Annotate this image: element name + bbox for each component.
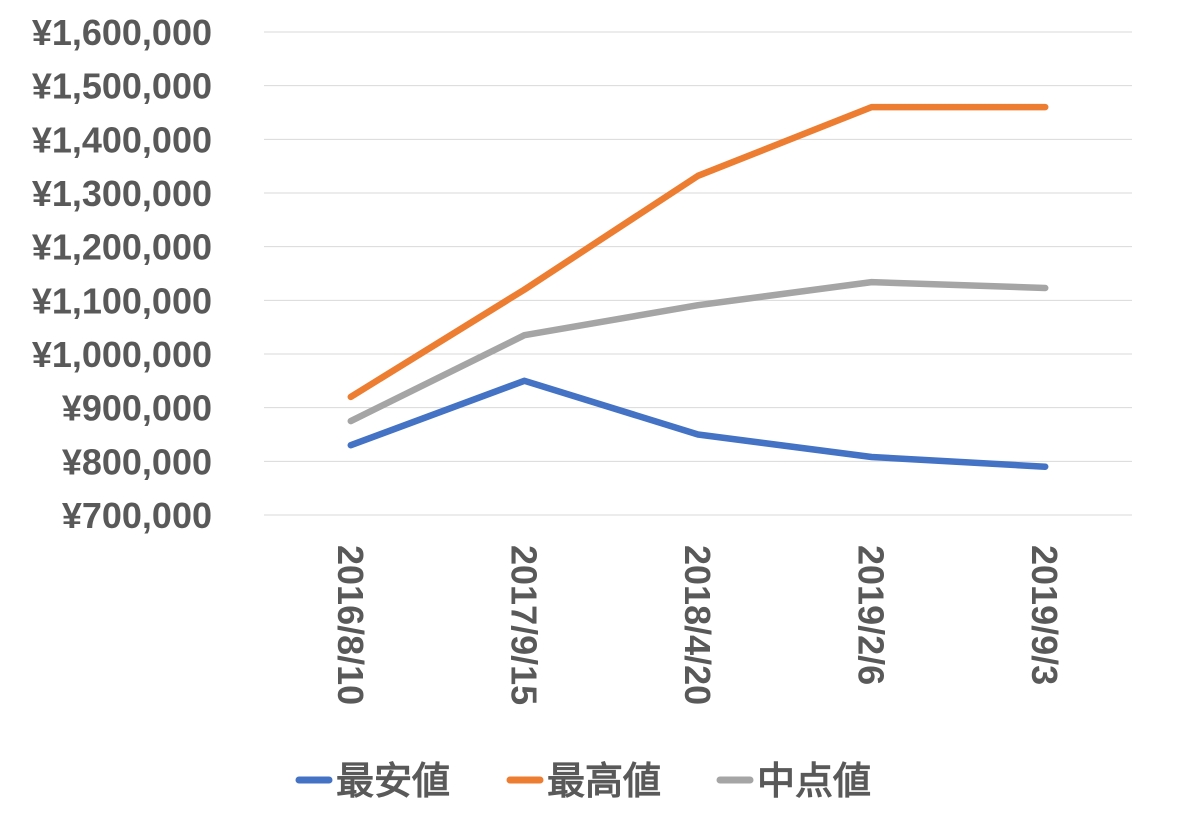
x-tick-label: 2016/8/10 bbox=[330, 545, 371, 705]
y-tick-label: ¥1,200,000 bbox=[32, 227, 212, 268]
series-line-2 bbox=[347, 103, 1049, 401]
y-tick-label: ¥900,000 bbox=[62, 388, 212, 429]
y-tick-label: ¥1,600,000 bbox=[32, 12, 212, 53]
y-tick-label: ¥1,100,000 bbox=[32, 280, 212, 321]
series-line-1 bbox=[347, 377, 1049, 470]
y-axis-tick-labels: ¥700,000 ¥800,000 ¥900,000 ¥1,000,000 ¥1,100… bbox=[32, 12, 212, 536]
x-tick-label: 2019/2/6 bbox=[851, 545, 892, 685]
y-tick-label: ¥1,000,000 bbox=[32, 334, 212, 375]
x-axis-tick-labels: 2016/8/10 2017/9/15 2018/4/20 2019/2/6 2019/… bbox=[330, 545, 1065, 705]
y-tick-label: ¥700,000 bbox=[62, 495, 212, 536]
y-tick-label: ¥1,500,000 bbox=[32, 66, 212, 107]
x-tick-label: 2018/4/20 bbox=[677, 545, 718, 705]
series-line-3 bbox=[347, 278, 1049, 425]
y-tick-label: ¥1,400,000 bbox=[32, 119, 212, 160]
y-tick-label: ¥1,300,000 bbox=[32, 173, 212, 214]
x-tick-label: 2017/9/15 bbox=[503, 545, 544, 705]
legend-label: 最高値 bbox=[547, 759, 661, 803]
series-lines bbox=[347, 103, 1049, 470]
legend: 最安値 最高値 中点値 bbox=[295, 759, 871, 803]
legend-label: 最安値 bbox=[336, 759, 450, 803]
gridlines bbox=[264, 31, 1132, 516]
legend-label: 中点値 bbox=[757, 759, 871, 803]
y-tick-label: ¥800,000 bbox=[62, 441, 212, 482]
x-tick-label: 2019/9/3 bbox=[1024, 545, 1065, 685]
